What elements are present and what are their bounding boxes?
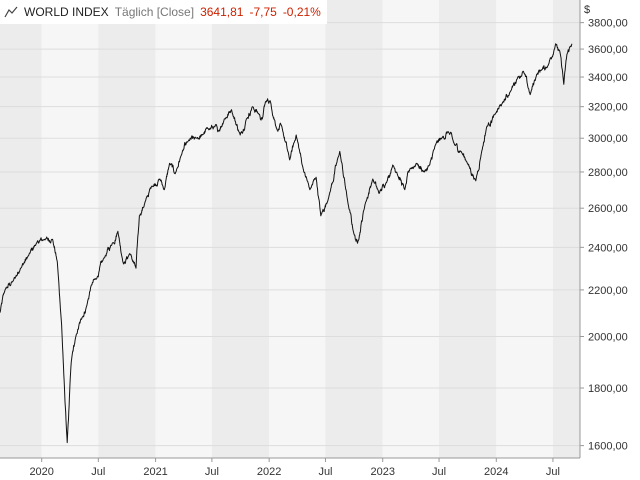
year-band (325, 0, 383, 458)
year-band (552, 0, 580, 458)
year-band (98, 0, 156, 458)
year-bands (0, 0, 580, 458)
year-band (0, 0, 42, 458)
x-tick-label: Jul (91, 466, 105, 478)
x-tick-label: Jul (205, 466, 219, 478)
change-percent: -0,21% (282, 5, 321, 19)
y-tick-label: 3600,00 (588, 44, 628, 56)
x-tick-label: Jul (318, 466, 332, 478)
year-band (211, 0, 270, 458)
x-tick-label: 2022 (257, 466, 281, 478)
x-tick-label: Jul (546, 466, 560, 478)
y-tick-label: 1800,00 (588, 383, 628, 395)
y-axis: 1600,00 1800,00 2000,00 2200,00 2400,00 2600,… (580, 18, 628, 453)
x-tick-label: 2020 (29, 466, 53, 478)
y-tick-label: 2200,00 (588, 285, 628, 297)
year-band (439, 0, 497, 458)
y-tick-label: 3400,00 (588, 72, 628, 84)
y-tick-label: 2000,00 (588, 332, 628, 344)
y-tick-label: 1600,00 (588, 441, 628, 453)
change-value: -7,75 (249, 5, 277, 19)
currency-label: $ (584, 4, 591, 16)
frequency-label: Täglich [Close] (114, 5, 195, 19)
x-tick-label: 2021 (143, 466, 167, 478)
y-tick-label: 3000,00 (588, 133, 628, 145)
y-tick-label: 3800,00 (588, 18, 628, 30)
x-axis: 2020 Jul 2021 Jul 2022 Jul 2023 Jul 2024 Jul (29, 458, 560, 478)
series-line (0, 43, 573, 444)
instrument-title: WORLD INDEX (24, 5, 109, 19)
year-band (269, 0, 326, 458)
y-tick-label: 3200,00 (588, 102, 628, 114)
y-tick-label: 2600,00 (588, 203, 628, 215)
x-tick-label: 2024 (484, 466, 508, 478)
year-band (382, 0, 440, 458)
y-tick-label: 2400,00 (588, 242, 628, 254)
year-band (496, 0, 553, 458)
last-value: 3641,81 (200, 5, 244, 19)
line-chart-icon[interactable] (4, 6, 18, 18)
x-tick-label: Jul (432, 466, 446, 478)
chart-header: WORLD INDEX Täglich [Close] 3641,81 -7,7… (0, 0, 327, 24)
x-tick-label: 2023 (370, 466, 394, 478)
y-tick-label: 2800,00 (588, 167, 628, 179)
year-band (155, 0, 212, 458)
